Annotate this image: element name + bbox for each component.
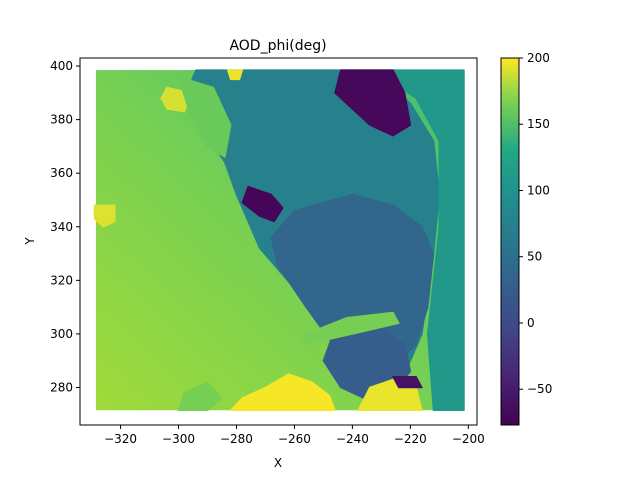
x-axis-label: X bbox=[274, 456, 282, 470]
y-axis: 280 300 320 340 360 380 400 bbox=[50, 59, 80, 394]
colorbar-ticks: −50 0 50 100 150 200 bbox=[519, 51, 552, 396]
heatmap-region-9 bbox=[93, 204, 116, 228]
chart-title: AOD_phi(deg) bbox=[229, 38, 326, 54]
y-tick-label: 320 bbox=[50, 273, 73, 287]
colorbar-tick-label: 200 bbox=[527, 51, 550, 65]
heatmap-region-14 bbox=[177, 381, 223, 412]
x-tick-label: −260 bbox=[278, 432, 311, 446]
y-tick-label: 280 bbox=[50, 380, 73, 394]
x-tick-label: −200 bbox=[452, 432, 485, 446]
heatmap-region-5 bbox=[334, 69, 412, 137]
x-tick-label: −220 bbox=[394, 432, 427, 446]
y-tick-label: 340 bbox=[50, 220, 73, 234]
heatmap-region-13 bbox=[177, 76, 232, 158]
y-tick-label: 400 bbox=[50, 59, 73, 73]
x-tick-label: −240 bbox=[336, 432, 369, 446]
y-tick-label: 300 bbox=[50, 327, 73, 341]
x-tick-label: −300 bbox=[162, 432, 195, 446]
heatmap-region-2 bbox=[374, 69, 465, 412]
colorbar-tick-label: 50 bbox=[527, 250, 542, 264]
colorbar-tick-label: −50 bbox=[527, 382, 552, 396]
x-tick-label: −280 bbox=[220, 432, 253, 446]
y-tick-label: 360 bbox=[50, 166, 73, 180]
colorbar-gradient bbox=[500, 57, 520, 426]
heatmap-region-12 bbox=[299, 311, 400, 346]
colorbar: −50 0 50 100 150 200 bbox=[500, 51, 552, 426]
heatmap-region-15 bbox=[392, 376, 423, 389]
colorbar-tick-label: 150 bbox=[527, 117, 550, 131]
y-axis-label: Y bbox=[23, 237, 37, 246]
colorbar-tick-label: 100 bbox=[527, 183, 550, 197]
heatmap-region-7 bbox=[229, 373, 336, 412]
plot-frame bbox=[79, 57, 478, 426]
y-tick-label: 380 bbox=[50, 113, 73, 127]
heatmap-region-11 bbox=[227, 69, 244, 81]
plot-area bbox=[93, 69, 465, 412]
x-axis: −320 −300 −280 −260 −240 −220 −200 bbox=[104, 425, 485, 446]
x-tick-label: −320 bbox=[104, 432, 137, 446]
colorbar-tick-label: 0 bbox=[527, 316, 535, 330]
heatmap-region-6 bbox=[241, 185, 284, 223]
